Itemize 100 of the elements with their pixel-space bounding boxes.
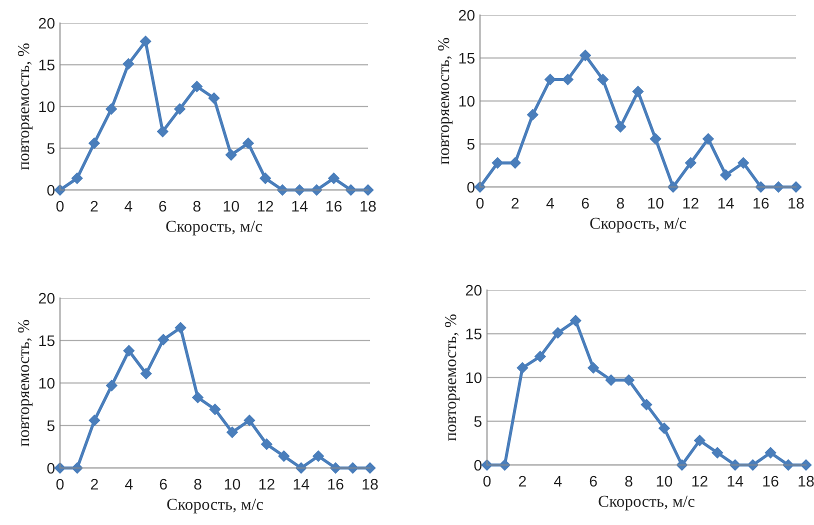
- point: [764, 446, 776, 459]
- y-tick-label: 0: [47, 462, 55, 474]
- y-tick-label: 20: [38, 18, 55, 29]
- x-tick-label: 16: [754, 198, 769, 209]
- y-tick-label: 15: [466, 328, 482, 340]
- y-tick-label: 20: [38, 292, 55, 304]
- point: [208, 92, 220, 104]
- x-tick-label: 4: [124, 478, 133, 490]
- point: [71, 172, 84, 184]
- y-tick-label: 0: [474, 460, 482, 471]
- point: [579, 50, 592, 62]
- x-tick-label: 10: [648, 198, 664, 209]
- x-tick-label: 0: [56, 200, 64, 212]
- x-tick-label: 2: [90, 200, 98, 212]
- x-tick-label: 2: [90, 478, 98, 490]
- x-tick-label: 16: [326, 200, 342, 212]
- point: [328, 172, 340, 184]
- x-tick-label: 18: [798, 476, 814, 487]
- x-tick-label: 10: [224, 478, 240, 490]
- x-tick-label: 12: [692, 476, 708, 486]
- point: [88, 137, 100, 150]
- x-tick-label: 8: [616, 198, 624, 209]
- x-tick-label: 14: [728, 476, 744, 486]
- x-tick-label: 12: [259, 478, 274, 490]
- point: [209, 403, 221, 416]
- y-tick-label: 5: [47, 143, 54, 154]
- x-tick-label: 14: [294, 478, 310, 490]
- y-tick-label: 0: [467, 182, 475, 193]
- point: [737, 157, 750, 169]
- x-tick-label: 8: [625, 476, 632, 487]
- x-tick-label: 2: [518, 476, 526, 486]
- point: [260, 438, 273, 450]
- point: [88, 414, 100, 426]
- point: [552, 326, 564, 339]
- x-tick-label: 18: [360, 200, 376, 212]
- y-tick-label: 5: [474, 416, 482, 427]
- y-tick-label: 15: [39, 336, 54, 346]
- point: [711, 446, 724, 459]
- y-tick-label: 10: [39, 101, 55, 112]
- point: [516, 362, 528, 374]
- y-tick-label: 15: [459, 53, 474, 64]
- point: [106, 380, 118, 392]
- y-tick-label: 5: [47, 420, 54, 432]
- x-tick-label: 0: [56, 478, 64, 490]
- x-tick-label: 8: [193, 200, 200, 212]
- point: [312, 450, 324, 462]
- x-tick-label: 8: [194, 478, 202, 490]
- point: [658, 422, 670, 434]
- point: [614, 120, 626, 133]
- y-tick-label: 5: [467, 139, 474, 150]
- x-tick-label: 0: [483, 476, 491, 487]
- x-axis-title: Скорость, м/с: [598, 496, 694, 510]
- x-tick-label: 4: [124, 200, 132, 212]
- y-axis-title: повторяемость, %: [444, 314, 460, 441]
- y-tick-label: 20: [466, 284, 482, 296]
- x-tick-label: 6: [590, 476, 597, 487]
- point: [640, 398, 652, 411]
- point: [684, 157, 697, 169]
- y-axis-title: повторяемость, %: [438, 38, 453, 164]
- point: [650, 132, 662, 145]
- y-tick-label: 15: [39, 60, 54, 70]
- x-tick-label: 12: [258, 200, 274, 212]
- x-tick-label: 10: [224, 200, 240, 212]
- x-tick-label: 4: [546, 198, 554, 208]
- x-tick-label: 16: [763, 476, 778, 487]
- point: [140, 368, 152, 380]
- point: [526, 108, 539, 121]
- y-tick-label: 0: [47, 184, 55, 196]
- point: [105, 103, 118, 115]
- point: [702, 132, 714, 145]
- point: [605, 374, 617, 386]
- point: [226, 426, 238, 438]
- point: [622, 374, 635, 386]
- x-tick-label: 18: [788, 198, 804, 209]
- x-tick-label: 2: [512, 198, 519, 208]
- point: [174, 103, 186, 115]
- x-tick-label: 6: [582, 198, 589, 209]
- point: [225, 149, 238, 161]
- y-tick-label: 10: [459, 96, 475, 107]
- x-tick-label: 18: [362, 478, 378, 490]
- y-tick-label: 20: [458, 10, 475, 21]
- point: [509, 157, 522, 169]
- point: [587, 362, 600, 374]
- point: [278, 450, 290, 462]
- point: [632, 86, 644, 98]
- point: [156, 126, 169, 138]
- x-tick-label: 10: [656, 476, 672, 487]
- point: [242, 137, 254, 150]
- x-tick-label: 14: [292, 200, 308, 212]
- point: [122, 58, 134, 70]
- point: [596, 74, 609, 86]
- point: [192, 392, 204, 404]
- y-axis-title: повторяемость, %: [18, 320, 33, 446]
- x-tick-label: 6: [160, 478, 167, 490]
- y-axis-title: повторяемость, %: [18, 43, 33, 170]
- point: [140, 35, 152, 48]
- point: [244, 414, 256, 426]
- y-tick-label: 10: [466, 372, 482, 384]
- point: [570, 314, 582, 327]
- x-tick-label: 12: [683, 198, 698, 208]
